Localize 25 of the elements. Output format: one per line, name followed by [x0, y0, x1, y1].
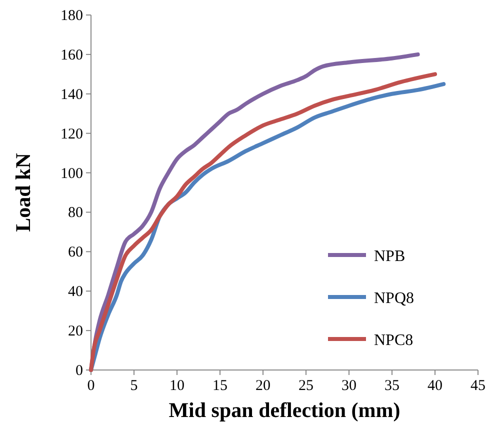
y-tick-label: 0	[76, 363, 83, 379]
x-axis-title: Mid span deflection (mm)	[168, 398, 400, 422]
x-tick-label: 25	[298, 378, 314, 394]
y-tick-label: 60	[68, 244, 83, 261]
y-tick-label: 180	[60, 8, 83, 24]
x-tick-label: 30	[342, 378, 356, 394]
y-axis-title: Load kN	[11, 153, 35, 232]
y-tick-label: 80	[68, 205, 83, 222]
y-tick-label: 100	[60, 166, 83, 182]
x-tick-label: 20	[256, 378, 270, 394]
x-tick-label: 15	[212, 378, 228, 394]
x-tick-label: 40	[428, 378, 442, 394]
y-tick-label: 160	[60, 47, 83, 64]
legend-label: NPB	[374, 248, 406, 265]
legend-label: NPC8	[374, 332, 414, 349]
y-tick-label: 20	[68, 324, 83, 340]
y-tick-label: 140	[60, 86, 83, 103]
x-tick-label: 45	[470, 378, 486, 394]
x-tick-label: 10	[170, 378, 184, 394]
x-tick-label: 5	[130, 378, 138, 394]
y-tick-label: 40	[68, 284, 83, 300]
x-tick-label: 35	[384, 378, 400, 394]
legend-label: NPQ8	[374, 290, 414, 307]
x-tick-label: 0	[87, 378, 95, 394]
y-tick-label: 120	[60, 126, 83, 142]
